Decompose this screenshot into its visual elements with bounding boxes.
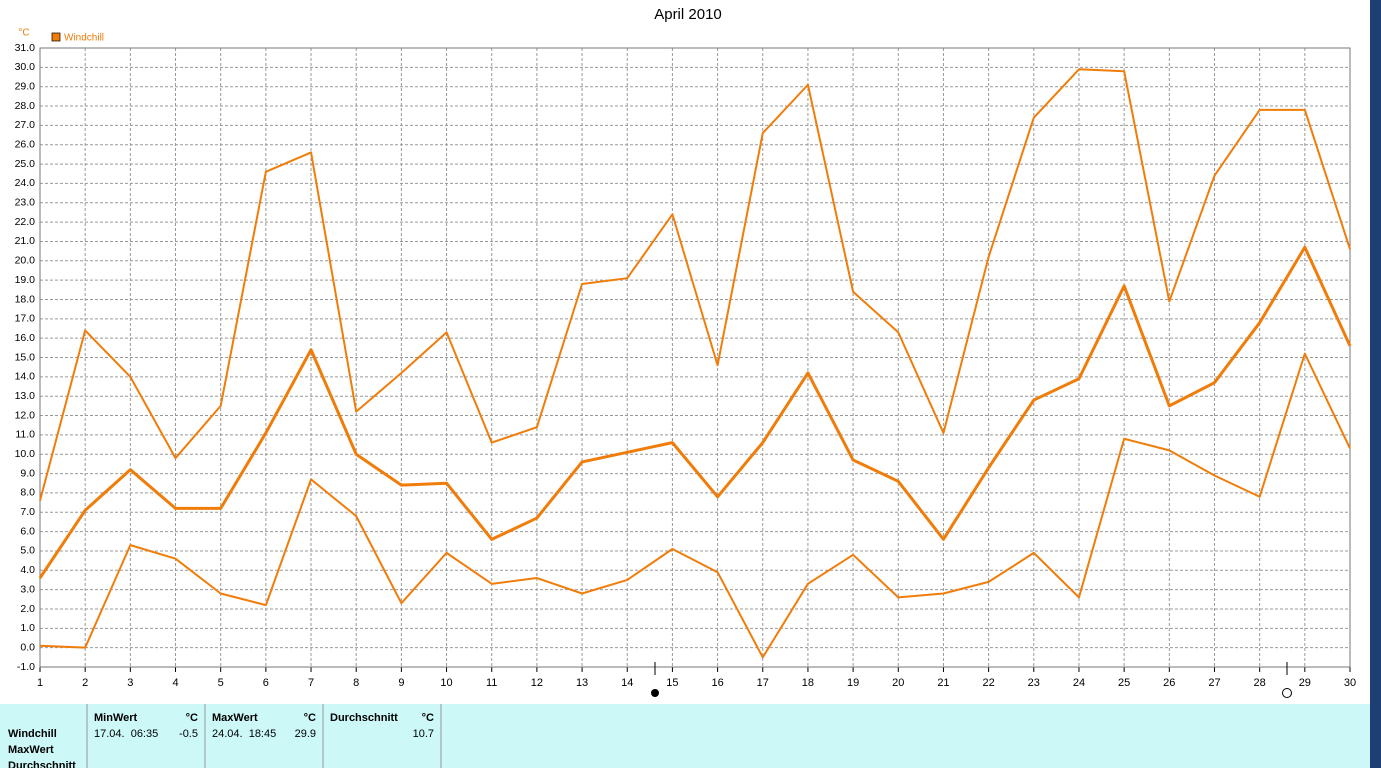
x-tick-label: 19 [847, 677, 859, 689]
y-tick-label: 15.0 [15, 351, 36, 363]
x-tick-label: 13 [576, 677, 588, 689]
plot-frame [39, 47, 1351, 668]
x-tick-label: 20 [892, 677, 904, 689]
y-tick-label: 2.0 [20, 603, 35, 615]
y-tick-label: 10.0 [15, 448, 36, 460]
y-tick-label: 5.0 [20, 545, 35, 557]
x-tick-label: 15 [666, 677, 678, 689]
y-tick-label: 25.0 [15, 158, 36, 170]
x-tick-label: 6 [263, 677, 269, 689]
chart-title: April 2010 [654, 6, 722, 23]
x-tick-label: 10 [440, 677, 452, 689]
y-tick-label: 9.0 [20, 467, 35, 479]
x-tick-label: 2 [82, 677, 88, 689]
x-tick-label: 24 [1073, 677, 1085, 689]
column-time: 24.04. 18:45 [212, 728, 276, 740]
marker-filled [651, 689, 659, 697]
y-tick-label: 8.0 [20, 487, 35, 499]
y-tick-label: 17.0 [15, 313, 36, 325]
y-tick-label: 3.0 [20, 583, 35, 595]
x-tick-label: 5 [218, 677, 224, 689]
column-value: -0.5 [179, 728, 198, 740]
x-tick-label: 11 [486, 677, 497, 689]
row-label: MaxWert [8, 744, 54, 756]
y-tick-label: 14.0 [15, 371, 36, 383]
x-tick-label: 4 [172, 677, 178, 689]
y-tick-label: -1.0 [17, 661, 35, 673]
y-tick-label: 19.0 [15, 274, 36, 286]
x-tick-label: 23 [1028, 677, 1040, 689]
y-tick-label: 16.0 [15, 332, 36, 344]
column-value: 29.9 [295, 728, 316, 740]
plot-area: -1.00.01.02.03.04.05.06.07.08.09.010.011… [15, 42, 1357, 689]
x-tick-label: 29 [1299, 677, 1311, 689]
x-tick-label: 27 [1208, 677, 1220, 689]
x-tick-label: 22 [982, 677, 994, 689]
y-tick-label: 20.0 [15, 255, 36, 267]
y-tick-label: 30.0 [15, 61, 36, 73]
line-series [38, 245, 1352, 579]
y-tick-label: 21.0 [15, 235, 36, 247]
x-tick-label: 14 [621, 677, 633, 689]
y-tick-label: 29.0 [15, 80, 36, 92]
x-tick-label: 3 [127, 677, 133, 689]
y-tick-label: 12.0 [15, 409, 36, 421]
column-value: 10.7 [413, 728, 434, 740]
line-series [39, 352, 1351, 659]
y-tick-label: 0.0 [20, 641, 35, 653]
column-unit: °C [422, 712, 434, 724]
y-tick-label: 1.0 [20, 622, 35, 634]
column-header: MinWert [94, 712, 138, 724]
x-tick-label: 17 [757, 677, 769, 689]
y-tick-label: 28.0 [15, 100, 36, 112]
x-tick-label: 21 [937, 677, 949, 689]
y-tick-label: 23.0 [15, 197, 36, 209]
legend-swatch [51, 32, 61, 42]
y-tick-label: 13.0 [15, 390, 36, 402]
x-tick-label: 12 [531, 677, 543, 689]
window-edge [1370, 0, 1381, 768]
x-tick-label: 1 [37, 677, 43, 689]
y-tick-label: 4.0 [20, 564, 35, 576]
line-series [39, 68, 1351, 501]
y-tick-label: 31.0 [15, 42, 36, 54]
y-tick-label: 27.0 [15, 119, 36, 131]
marker-hollow [1282, 688, 1292, 698]
column-unit: °C [186, 712, 198, 724]
y-tick-label: 6.0 [20, 525, 35, 537]
x-tick-label: 30 [1344, 677, 1356, 689]
x-tick-label: 26 [1163, 677, 1175, 689]
x-tick-label: 25 [1118, 677, 1130, 689]
x-tick-label: 16 [711, 677, 723, 689]
x-tick-label: 9 [398, 677, 404, 689]
column-unit: °C [304, 712, 316, 724]
y-tick-label: 26.0 [15, 139, 36, 151]
y-tick-label: 22.0 [15, 216, 36, 228]
column-header: MaxWert [212, 712, 258, 724]
y-tick-label: 11.0 [15, 429, 35, 441]
y-tick-label: 24.0 [15, 177, 36, 189]
row-label: Windchill [8, 728, 57, 740]
y-tick-label: 7.0 [20, 506, 35, 518]
legend-label: Windchill [64, 33, 104, 44]
y-tick-label: 18.0 [15, 293, 36, 305]
column-header: Durchschnitt [330, 712, 398, 724]
stats-panel: Windchill MaxWert Durchschnitt MinWert °C 17.… [0, 704, 1370, 768]
y-unit: °C [18, 28, 29, 39]
x-tick-label: 28 [1254, 677, 1266, 689]
x-tick-label: 8 [353, 677, 359, 689]
x-tick-label: 7 [308, 677, 314, 689]
column-time: 17.04. 06:35 [94, 728, 158, 740]
panel-bg [0, 704, 1370, 768]
row-label: Durchschnitt [8, 760, 76, 768]
x-tick-label: 18 [802, 677, 814, 689]
